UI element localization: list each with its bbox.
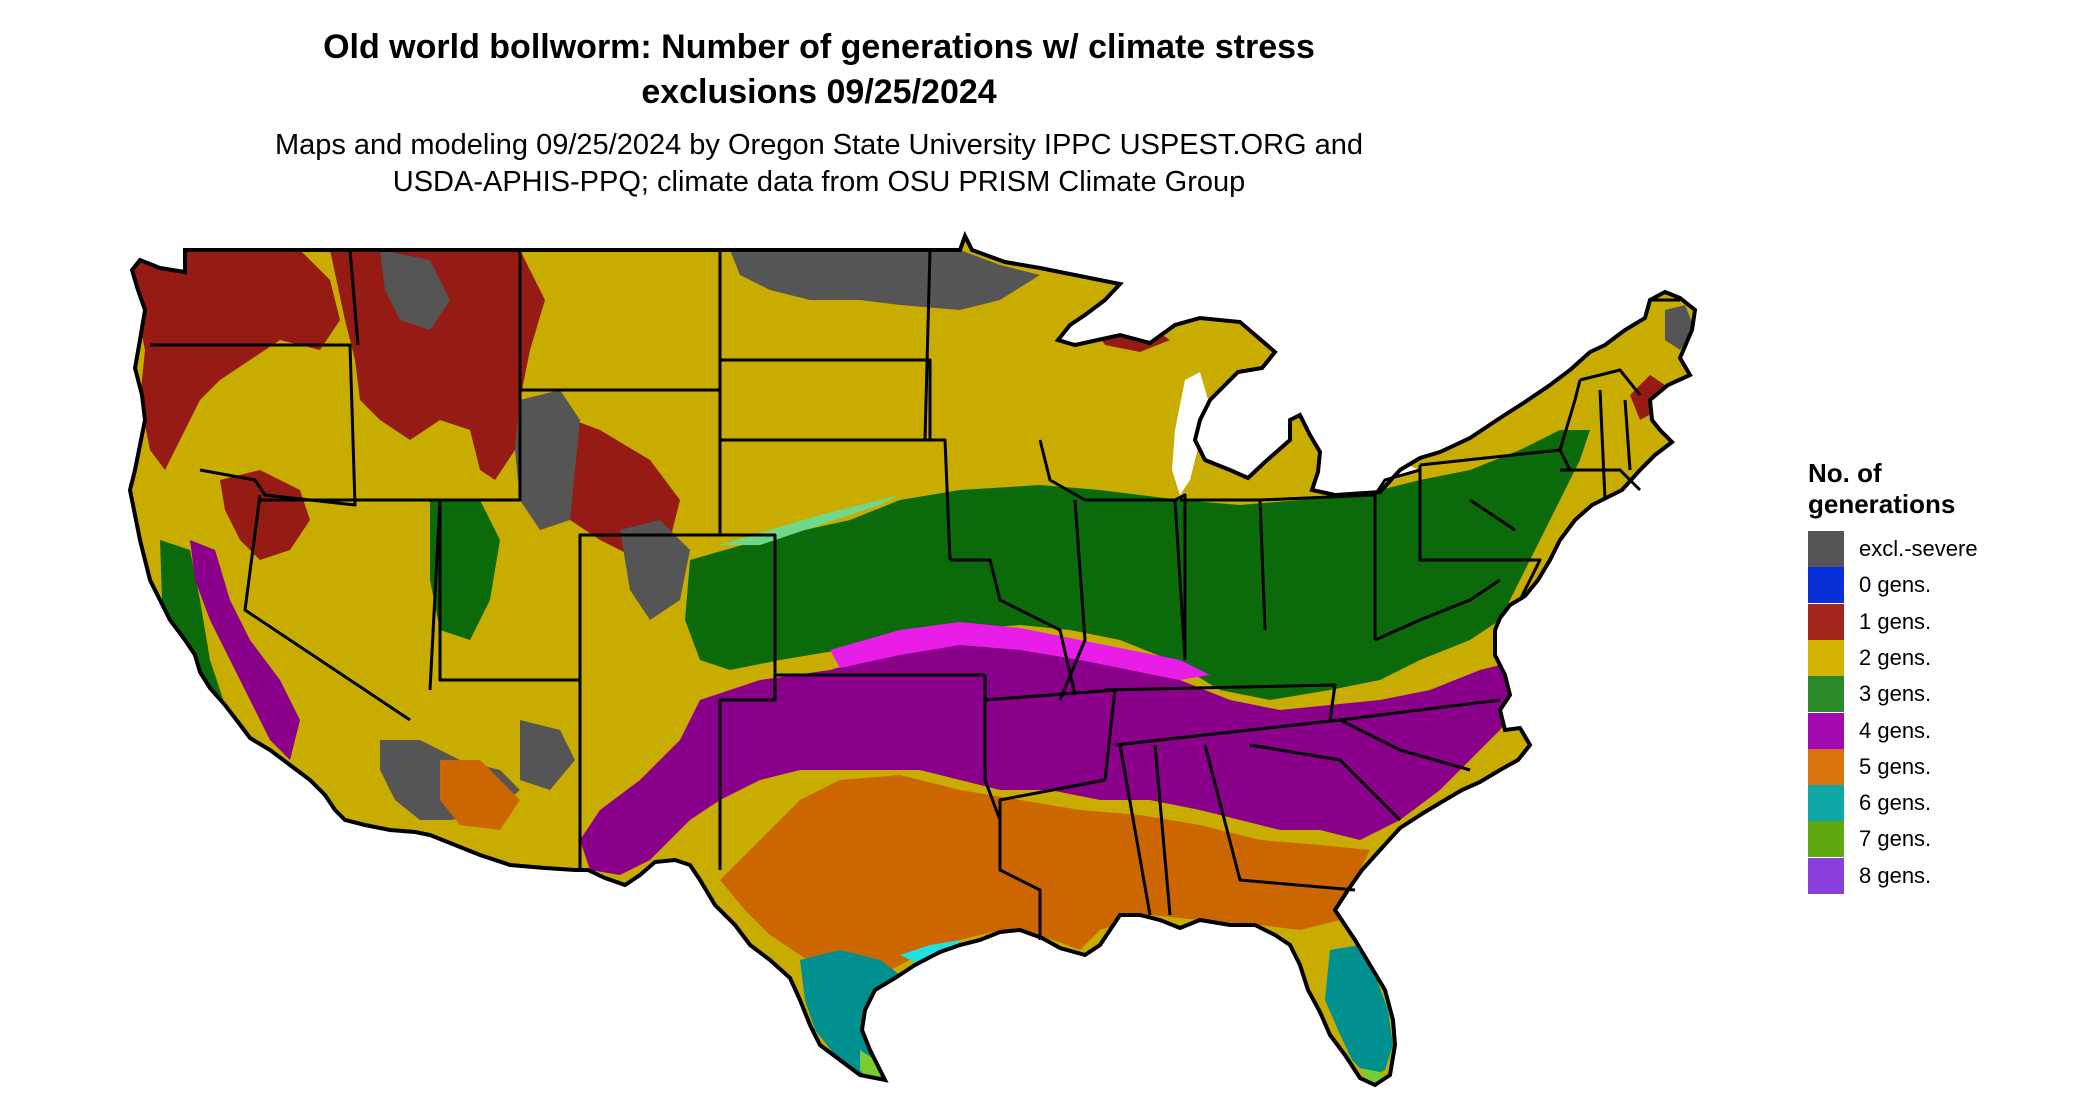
map-subtitle-line-1: Maps and modeling 09/25/2024 by Oregon S… — [274, 129, 1364, 161]
region-3-gens-light-fringe — [720, 495, 900, 545]
legend-swatch — [1808, 857, 1844, 894]
legend-label: 1 gens. — [1859, 608, 1932, 634]
region-4-gens-south — [580, 640, 1520, 875]
map-title-line-1: Old world bollworm: Number of generation… — [323, 28, 1315, 66]
legend-swatch — [1808, 603, 1844, 640]
region-5-gens-south — [720, 775, 1370, 990]
region-excl-colorado — [620, 520, 690, 620]
legend-item: 3 gens. — [1808, 676, 2068, 713]
region-6-gens-south-texas — [800, 950, 900, 1075]
legend-label: 5 gens. — [1859, 753, 1932, 779]
region-6-gens-coast-light — [900, 940, 960, 965]
legend: No. of generations excl.-severe 0 gens. 1 … — [1808, 458, 2068, 898]
region-excl-idaho-mt — [380, 250, 450, 330]
region-excl-wyoming — [515, 390, 580, 530]
map-title-line-2: exclusions 09/25/2024 — [641, 73, 997, 111]
legend-item: 4 gens. — [1808, 712, 2068, 749]
legend-item: 7 gens. — [1808, 821, 2068, 858]
region-1-gens-nevada — [220, 470, 310, 560]
legend-label: 6 gens. — [1859, 790, 1932, 816]
region-excl-mn — [730, 250, 1040, 310]
legend-swatch — [1808, 785, 1844, 822]
region-4-gens-ca — [190, 540, 300, 760]
legend-item: 8 gens. — [1808, 857, 2068, 894]
legend-swatch — [1808, 531, 1844, 567]
region-5-gens-az — [440, 760, 520, 830]
legend-item: 0 gens. — [1808, 567, 2068, 604]
legend-label: excl.-severe — [1859, 536, 1978, 561]
region-7-gens-texas-tip — [860, 1050, 885, 1082]
legend-swatch — [1808, 712, 1844, 749]
legend-item: 6 gens. — [1808, 785, 2068, 822]
legend-label: 0 gens. — [1859, 572, 1932, 598]
legend-label: 8 gens. — [1859, 862, 1932, 888]
legend-title-line-2: generations — [1808, 489, 1956, 519]
region-excl-new-mexico — [520, 720, 575, 790]
title-block: Old world bollworm: Number of generation… — [0, 24, 2100, 198]
legend-title-line-1: No. of — [1808, 458, 1882, 488]
legend-item: excl.-severe — [1808, 531, 2068, 567]
region-1-gens-idaho — [330, 250, 545, 480]
legend-label: 7 gens. — [1859, 826, 1932, 852]
region-6-gens-florida — [1325, 945, 1393, 1078]
generation-regions — [130, 236, 1695, 1085]
legend-swatch — [1808, 748, 1844, 785]
lake-erie — [1320, 462, 1420, 495]
map-subtitle-line-2: USDA-APHIS-PPQ; climate data from OSU PR… — [392, 166, 1246, 198]
legend-label: 4 gens. — [1859, 717, 1932, 743]
legend-item: 1 gens. — [1808, 603, 2068, 640]
region-4-gens-pink-band — [830, 622, 1210, 680]
legend-swatch — [1808, 676, 1844, 713]
legend-label: 3 gens. — [1859, 681, 1932, 707]
legend-swatch — [1808, 639, 1844, 676]
state-borders — [150, 249, 1680, 940]
region-1-gens-west — [130, 250, 340, 470]
legend-label: 2 gens. — [1859, 644, 1932, 670]
legend-item: 5 gens. — [1808, 748, 2068, 785]
legend-swatch — [1808, 821, 1844, 858]
lake-michigan — [1172, 372, 1208, 495]
legend-item: 2 gens. — [1808, 639, 2068, 676]
region-3-gens-rockies — [430, 500, 500, 640]
legend-swatch — [1808, 567, 1844, 604]
